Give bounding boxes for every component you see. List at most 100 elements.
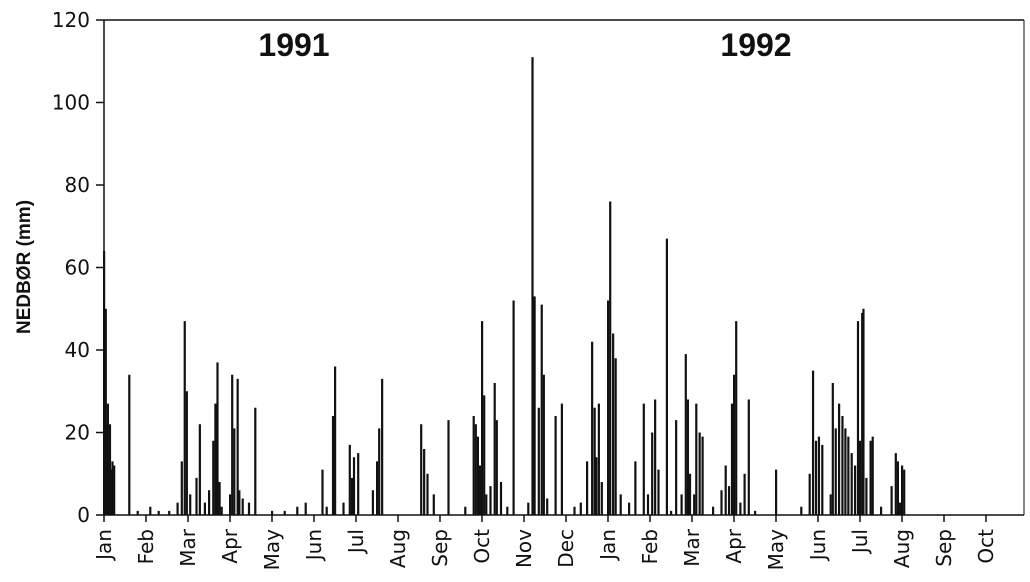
bar [880,506,883,515]
bar [838,403,841,515]
x-tick-label: Oct [470,529,494,564]
bar [890,486,893,515]
bar [730,403,734,515]
x-tick-label: Feb [134,529,158,564]
bar [229,494,232,515]
x-tick-label: Dec [554,529,578,568]
bar [856,321,860,515]
bar [861,312,864,515]
bar [628,502,631,515]
bar [231,374,234,515]
bar [821,444,824,515]
bar [254,407,257,515]
bar [609,201,612,515]
bar [903,469,906,515]
bar [376,461,379,515]
bar [214,403,217,515]
bar [619,494,622,515]
bar [104,308,107,515]
bar [693,494,696,515]
bar [352,457,356,515]
bar [739,502,742,515]
year-label: 1992 [720,27,791,63]
labels: 0 20 40 60 80 100 120 Jan Feb Mar Apr May Jun Jul Aug S… [52,8,998,570]
bar [271,510,274,515]
bar [423,449,426,515]
bar [829,494,832,515]
bar [646,494,650,515]
bar [720,490,723,515]
bar [540,304,543,515]
bar [474,424,477,515]
bar [183,321,186,515]
bar [657,469,660,515]
bar [743,473,746,515]
bar [495,420,498,515]
bar [149,506,152,515]
bar [208,490,211,515]
bar [233,428,236,515]
bar [499,482,503,515]
bar [642,403,645,515]
bar [901,465,904,515]
bar [896,461,899,515]
bar [236,378,239,515]
bar [593,407,596,515]
y-tick-label: 0 [77,503,90,527]
x-tick-label: Mar [680,528,704,567]
bar [241,498,244,515]
bar [680,494,683,515]
bar [533,296,536,515]
bar [350,477,353,515]
bar [381,378,384,515]
bar [464,506,467,515]
bar [727,486,731,515]
bar [212,440,215,515]
bar [701,436,704,515]
y-tick-label: 100 [52,91,90,115]
bar [675,420,678,515]
bar [218,482,221,515]
bar [607,300,610,515]
bar [220,506,223,515]
x-tick-label: Feb [638,529,662,564]
bar [597,403,600,515]
bar [847,436,850,515]
bar [168,510,171,515]
bar [180,461,183,515]
bar [321,469,324,515]
bar [542,374,545,515]
bar [698,432,701,515]
x-tick-label: Oct [974,529,998,564]
bar [747,399,750,515]
x-tick-label: Aug [386,529,410,568]
bar [489,486,492,515]
bar [850,453,853,515]
bar [894,453,897,515]
bar [481,321,484,515]
bar [506,506,509,515]
bar [447,420,450,515]
bar [493,383,496,515]
bar [859,440,862,515]
x-tick-label: Jul [344,529,368,555]
x-tick-label: Jun [302,529,326,562]
bar [754,510,757,515]
year-label: 1991 [258,27,329,63]
bar [371,490,374,515]
x-tick-label: Apr [218,528,242,563]
bar [176,502,179,515]
bar [342,502,345,515]
axes [96,19,1025,522]
bar [844,428,847,515]
bar [831,383,834,515]
bar [478,465,482,515]
bar [586,461,589,515]
bar [185,391,188,515]
bar [472,416,475,515]
x-tick-label: May [260,529,284,571]
bar [834,428,837,515]
x-tick-label: Jan [596,529,620,562]
bar [579,502,582,515]
bar [476,436,479,515]
